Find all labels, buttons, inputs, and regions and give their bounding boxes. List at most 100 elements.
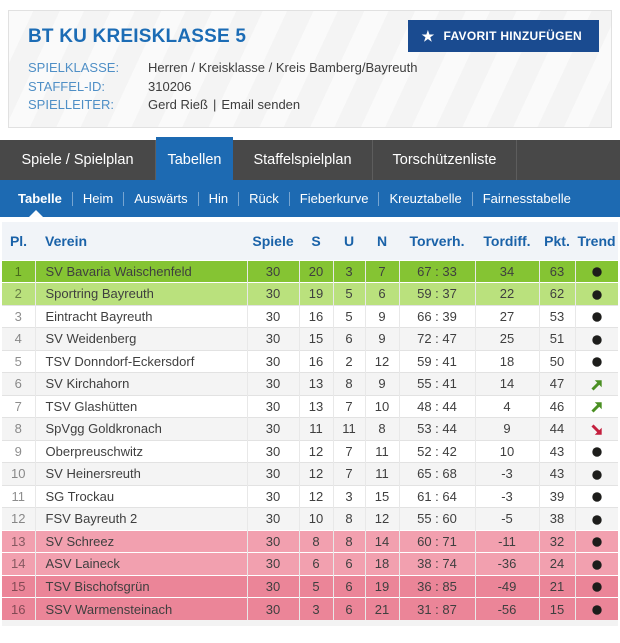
trend-steady-icon <box>592 514 602 525</box>
trend-cell <box>574 304 618 328</box>
tab-torschuetzenliste[interactable]: Torschützenliste <box>373 140 517 180</box>
rank-cell: 6 <box>2 372 35 395</box>
points-cell: 43 <box>538 462 575 485</box>
trend-down-icon <box>591 423 602 435</box>
team-name-link[interactable]: SV Weidenberg <box>34 327 247 350</box>
table-row: 2 Sportring Bayreuth 30 19 5 6 59 : 37 22 62 <box>2 282 618 305</box>
subnav-item-tabelle[interactable]: Tabelle <box>18 190 62 206</box>
goal-diff-cell: 18 <box>474 349 539 373</box>
losses-cell: 19 <box>364 574 399 598</box>
goal-diff-cell: 34 <box>474 259 539 283</box>
trend-cell <box>574 394 618 418</box>
wins-cell: 8 <box>298 529 333 553</box>
trend-steady-icon <box>592 537 602 547</box>
points-cell: 44 <box>538 417 575 440</box>
spiele-cell: 30 <box>246 597 299 620</box>
rank-cell: 13 <box>2 529 35 553</box>
goal-diff-cell: 22 <box>474 282 539 305</box>
spielleiter-label: SPIELLEITER: <box>28 97 114 112</box>
points-cell: 47 <box>538 372 575 395</box>
table-row: 8 SpVgg Goldkronach 30 11 11 8 53 : 44 9 44 <box>2 417 618 440</box>
team-name-link[interactable]: TSV Glashütten <box>34 394 247 418</box>
email-senden-link[interactable]: Email senden <box>221 97 301 112</box>
spielleiter-name: Gerd Rieß <box>148 97 208 112</box>
wins-cell: 16 <box>298 349 333 373</box>
team-name-link[interactable]: Eintracht Bayreuth <box>34 304 247 328</box>
trend-cell <box>574 507 618 530</box>
col-header-u: U <box>333 222 365 260</box>
team-name-link[interactable]: SV Kirchahorn <box>34 372 247 395</box>
team-name-link[interactable]: Oberpreuschwitz <box>34 439 247 463</box>
subnav-item-fieberkurve[interactable]: Fieberkurve <box>288 191 379 206</box>
goal-ratio-cell: 59 : 41 <box>398 349 475 373</box>
spielklasse-label: SPIELKLASSE: <box>28 60 120 75</box>
page-title: BT KU KREISKLASSE 5 <box>28 26 247 47</box>
goal-diff-cell: 4 <box>474 394 539 418</box>
wins-cell: 10 <box>298 507 333 530</box>
losses-cell: 8 <box>364 417 399 440</box>
goal-ratio-cell: 55 : 41 <box>398 372 475 395</box>
wins-cell: 11 <box>298 417 333 440</box>
points-cell: 38 <box>538 507 575 530</box>
tab-spiele-spielplan[interactable]: Spiele / Spielplan <box>0 140 156 180</box>
points-cell: 43 <box>538 439 575 463</box>
spiele-cell: 30 <box>246 282 299 305</box>
losses-cell: 21 <box>364 597 399 620</box>
team-name-link[interactable]: SSV Warmensteinach <box>34 597 247 620</box>
standings-header-row: Pl. Verein Spiele S U N Torverh. Tordiff… <box>2 222 618 260</box>
team-name-link[interactable]: SV Schreez <box>34 529 247 553</box>
subnav-item-kreuztabelle[interactable]: Kreuztabelle <box>378 191 471 206</box>
subnav-item-hin[interactable]: Hin <box>197 191 239 206</box>
team-name-link[interactable]: Sportring Bayreuth <box>34 282 247 305</box>
team-name-link[interactable]: SG Trockau <box>34 484 247 508</box>
add-favorite-button[interactable]: ★ FAVORIT HINZUFÜGEN <box>407 20 599 52</box>
tab-tabellen[interactable]: Tabellen <box>156 137 233 180</box>
trend-steady-icon <box>592 334 602 345</box>
goal-ratio-cell: 31 : 87 <box>398 597 475 620</box>
team-name-link[interactable]: SV Bavaria Waischenfeld <box>34 259 247 283</box>
points-cell: 63 <box>538 259 575 283</box>
table-row: 12 FSV Bayreuth 2 30 10 8 12 55 : 60 -5 38 <box>2 507 618 530</box>
standings-body: 1 SV Bavaria Waischenfeld 30 20 3 7 67 : 33 34 6… <box>2 259 618 620</box>
subnav-item-auswaerts[interactable]: Auswärts <box>123 191 197 206</box>
draws-cell: 7 <box>332 462 365 485</box>
goal-ratio-cell: 59 : 37 <box>398 282 475 305</box>
rank-cell: 9 <box>2 439 35 463</box>
draws-cell: 2 <box>332 349 365 373</box>
draws-cell: 8 <box>332 372 365 395</box>
col-header-tordiff: Tordiff. <box>475 222 539 260</box>
main-tabbar: Spiele / Spielplan Tabellen Staffelspiel… <box>0 137 620 180</box>
draws-cell: 7 <box>332 439 365 463</box>
goal-ratio-cell: 61 : 64 <box>398 484 475 508</box>
team-name-link[interactable]: SV Heinersreuth <box>34 462 247 485</box>
team-name-link[interactable]: TSV Donndorf-Eckersdorf <box>34 349 247 373</box>
col-header-n: N <box>365 222 399 260</box>
team-name-link[interactable]: TSV Bischofsgrün <box>34 574 247 598</box>
trend-steady-icon <box>592 312 602 322</box>
spiele-cell: 30 <box>246 394 299 418</box>
subnav-item-heim[interactable]: Heim <box>71 191 123 206</box>
rank-cell: 1 <box>2 259 35 283</box>
spiele-cell: 30 <box>246 529 299 553</box>
points-cell: 21 <box>538 574 575 598</box>
points-cell: 39 <box>538 484 575 508</box>
spiele-cell: 30 <box>246 507 299 530</box>
table-subnav: Tabelle Heim Auswärts Hin Rück Fieberkur… <box>0 180 620 217</box>
rank-cell: 4 <box>2 327 35 350</box>
goal-diff-cell: 9 <box>474 417 539 440</box>
spiele-cell: 30 <box>246 439 299 463</box>
table-row: 6 SV Kirchahorn 30 13 8 9 55 : 41 14 47 <box>2 372 618 395</box>
team-name-link[interactable]: SpVgg Goldkronach <box>34 417 247 440</box>
team-name-link[interactable]: ASV Laineck <box>34 552 247 575</box>
subnav-item-rueck[interactable]: Rück <box>238 191 289 206</box>
spiele-cell: 30 <box>246 349 299 373</box>
wins-cell: 6 <box>298 552 333 575</box>
tab-staffelspielplan[interactable]: Staffelspielplan <box>233 140 373 180</box>
goal-diff-cell: -11 <box>474 529 539 553</box>
points-cell: 15 <box>538 597 575 620</box>
subnav-item-fairnesstabelle[interactable]: Fairnesstabelle <box>471 191 581 206</box>
team-name-link[interactable]: FSV Bayreuth 2 <box>34 507 247 530</box>
rank-cell: 7 <box>2 394 35 418</box>
draws-cell: 5 <box>332 304 365 328</box>
